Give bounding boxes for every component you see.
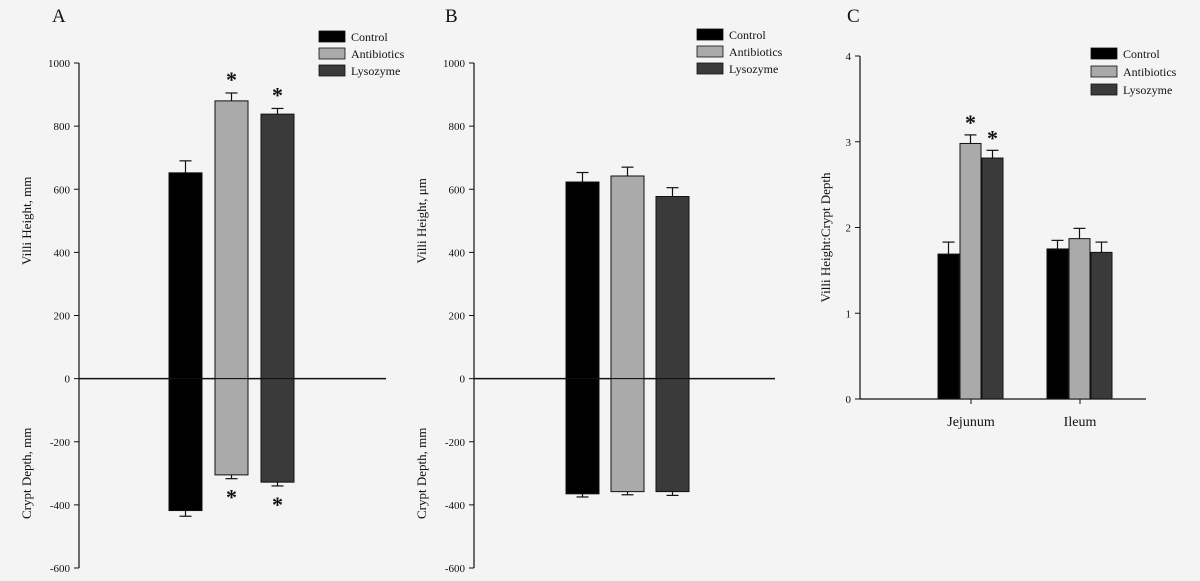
legend-label-antibiotics: Antibiotics bbox=[351, 47, 405, 61]
legend-label-antibiotics: Antibiotics bbox=[1123, 65, 1177, 79]
bar-villi-antibiotics bbox=[214, 100, 249, 380]
y-tick-label: 4 bbox=[846, 51, 852, 63]
y-tick-label: 600 bbox=[449, 184, 466, 196]
panel-label-c: C bbox=[847, 6, 860, 27]
bar-crypt-lysozyme bbox=[260, 378, 295, 483]
legend-swatch-antibiotics bbox=[1090, 65, 1118, 78]
y-tick-label: 1000 bbox=[443, 58, 466, 70]
bar-crypt-lysozyme bbox=[655, 378, 690, 493]
y-axis-title: Villi Height:Crypt Depth bbox=[818, 172, 833, 302]
legend-label-lysozyme: Lysozyme bbox=[1123, 83, 1172, 97]
y-tick-label: 400 bbox=[54, 247, 71, 259]
y-tick-label: 0 bbox=[846, 394, 852, 406]
legend-swatch-antibiotics bbox=[696, 45, 724, 58]
y-tick-label: 0 bbox=[65, 374, 71, 386]
significance-marker: * bbox=[965, 110, 976, 135]
bar-lysozyme-jejunum bbox=[981, 157, 1004, 400]
y-tick-label: 600 bbox=[54, 184, 71, 196]
legend-swatch-control bbox=[318, 30, 346, 43]
panel-label-b: B bbox=[445, 6, 458, 27]
significance-marker: * bbox=[272, 492, 283, 517]
legend-swatch-lysozyme bbox=[696, 62, 724, 75]
legend-label-lysozyme: Lysozyme bbox=[729, 62, 778, 76]
legend-label-control: Control bbox=[1123, 47, 1160, 61]
bar-villi-antibiotics bbox=[610, 175, 645, 380]
bar-villi-control bbox=[565, 181, 600, 380]
legend-label-lysozyme: Lysozyme bbox=[351, 64, 400, 78]
bar-control-jejunum bbox=[937, 253, 960, 400]
y-tick-label: 200 bbox=[449, 311, 466, 323]
legend-swatch-lysozyme bbox=[318, 64, 346, 77]
chart-panel-c: 0 1 2 3 4 Villi Height:Crypt Depth Jejunum * * Il… bbox=[818, 47, 1177, 430]
bar-control-ileum bbox=[1046, 248, 1069, 400]
bar-crypt-control bbox=[168, 378, 203, 512]
y-axis-title-villi: Villi Height, μm bbox=[414, 178, 429, 263]
y-tick-label: -400 bbox=[50, 500, 71, 512]
legend-label-control: Control bbox=[729, 28, 766, 42]
bar-antibiotics-ileum bbox=[1068, 238, 1091, 400]
y-axis-title-crypt: Crypt Depth, mm bbox=[414, 428, 429, 519]
y-tick-label: 1 bbox=[846, 308, 852, 320]
legend-swatch-control bbox=[696, 28, 724, 41]
legend-swatch-control bbox=[1090, 47, 1118, 60]
y-tick-label: 200 bbox=[54, 311, 71, 323]
y-tick-label: -600 bbox=[445, 563, 466, 575]
y-tick-label: 3 bbox=[846, 137, 852, 149]
y-tick-label: 800 bbox=[54, 121, 71, 133]
significance-marker: * bbox=[987, 125, 998, 150]
y-tick-label: 400 bbox=[449, 247, 466, 259]
legend-swatch-antibiotics bbox=[318, 47, 346, 60]
significance-marker: * bbox=[226, 67, 237, 92]
y-axis-title-crypt: Crypt Depth, mm bbox=[19, 428, 34, 519]
y-tick-label: 2 bbox=[846, 223, 852, 235]
y-tick-label: 1000 bbox=[48, 58, 71, 70]
bar-villi-control bbox=[168, 172, 203, 380]
bar-villi-lysozyme bbox=[655, 196, 690, 380]
y-axis-title-villi: Villi Height, mm bbox=[19, 177, 34, 265]
bar-crypt-antibiotics bbox=[610, 378, 645, 493]
bar-antibiotics-jejunum bbox=[959, 142, 982, 400]
y-tick-label: -400 bbox=[445, 500, 466, 512]
x-tick-label-jejunum: Jejunum bbox=[947, 415, 995, 430]
y-tick-label: 800 bbox=[449, 121, 466, 133]
legend-label-antibiotics: Antibiotics bbox=[729, 45, 783, 59]
bar-lysozyme-ileum bbox=[1090, 251, 1113, 400]
chart-panel-a: -600 -400 -200 0 200 400 600 800 1000 Villi Heigh… bbox=[19, 30, 405, 575]
legend-label-control: Control bbox=[351, 30, 388, 44]
x-tick-label-ileum: Ileum bbox=[1064, 415, 1097, 430]
y-tick-label: -200 bbox=[445, 437, 466, 449]
y-tick-label: -200 bbox=[50, 437, 71, 449]
bar-crypt-antibiotics bbox=[214, 378, 249, 476]
significance-marker: * bbox=[272, 82, 283, 107]
panel-label-a: A bbox=[52, 6, 66, 27]
significance-marker: * bbox=[226, 485, 237, 510]
chart-panel-b: -600 -400 -200 0 200 400 600 800 1000 Villi Heigh… bbox=[414, 28, 783, 575]
y-tick-label: 0 bbox=[460, 374, 466, 386]
legend-swatch-lysozyme bbox=[1090, 83, 1118, 96]
bar-villi-lysozyme bbox=[260, 113, 295, 380]
y-tick-label: -600 bbox=[50, 563, 71, 575]
bar-crypt-control bbox=[565, 378, 600, 495]
